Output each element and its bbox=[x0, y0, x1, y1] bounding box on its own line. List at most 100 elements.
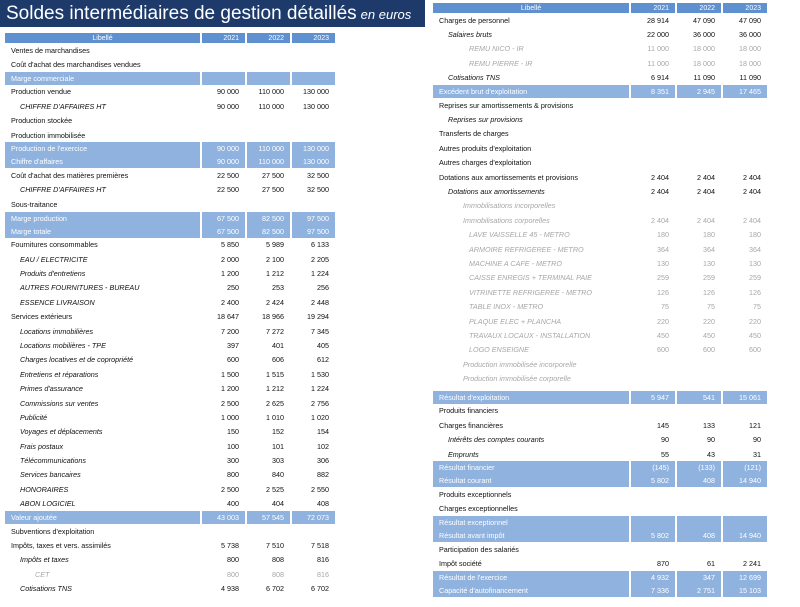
value-cell-2021: 43 003 bbox=[200, 510, 245, 524]
value-cell-2023: 2 448 bbox=[290, 295, 335, 310]
row-label: Fournitures consommables bbox=[11, 240, 98, 250]
table-row: PLAQUE ELEC + PLANCHA 220 220 220 bbox=[433, 313, 767, 329]
value-cell-2021 bbox=[629, 141, 675, 156]
value-cell-2022: 7 510 bbox=[245, 538, 290, 553]
value-cell-2021: 2 500 bbox=[200, 395, 245, 411]
table-row: HONORAIRES 2 500 2 525 2 550 bbox=[5, 482, 335, 497]
value-cell-2021: 397 bbox=[200, 338, 245, 353]
value-cell-2021: 220 bbox=[629, 313, 675, 329]
value-cell-2023 bbox=[721, 126, 767, 142]
value-cell-2021 bbox=[200, 523, 245, 539]
row-label: Charges locatives et de copropriété bbox=[20, 355, 134, 365]
total-row: Production de l'exercice 90 000 110 000 130… bbox=[5, 142, 335, 156]
value-cell-2022: 2 751 bbox=[675, 583, 721, 597]
value-cell-2022 bbox=[675, 487, 721, 502]
value-cell-2021: 18 647 bbox=[200, 309, 245, 324]
value-cell-2023 bbox=[290, 197, 335, 212]
row-label: Produits financiers bbox=[439, 406, 499, 416]
row-label: Charges exceptionnelles bbox=[439, 504, 518, 514]
table-row: TRAVAUX LOCAUX - INSTALLATION 450 450 450 bbox=[433, 328, 767, 343]
value-cell-2023 bbox=[721, 403, 767, 419]
row-label: Chiffre d'affaires bbox=[5, 155, 200, 169]
value-cell-2022 bbox=[675, 112, 721, 127]
value-cell-2022: 840 bbox=[245, 467, 290, 483]
table-row: REMU NICO - IR 11 000 18 000 18 000 bbox=[433, 41, 767, 57]
value-cell-2023: 15 061 bbox=[721, 390, 767, 404]
value-cell-2022: 5 989 bbox=[245, 237, 290, 252]
value-cell-2022: 6 702 bbox=[245, 581, 290, 596]
table-row: TABLE INOX - METRO 75 75 75 bbox=[433, 299, 767, 314]
value-cell-2022: 152 bbox=[245, 424, 290, 439]
value-cell-2021 bbox=[629, 385, 675, 391]
value-cell-2021: 2 400 bbox=[200, 295, 245, 310]
value-cell-2022 bbox=[675, 516, 721, 530]
value-cell-2023: 1 530 bbox=[290, 367, 335, 382]
table-row: Salaires bruts 22 000 36 000 36 000 bbox=[433, 27, 767, 42]
value-cell-2021 bbox=[629, 112, 675, 127]
value-cell-2022: 110 000 bbox=[245, 155, 290, 169]
value-cell-2021 bbox=[200, 71, 245, 85]
value-cell-2023 bbox=[721, 198, 767, 214]
value-cell-2023: 1 224 bbox=[290, 381, 335, 396]
value-cell-2022: 18 000 bbox=[675, 56, 721, 71]
row-label: Impôts, taxes et vers. assimilés bbox=[11, 541, 111, 551]
column-header-year: 2023 bbox=[721, 3, 767, 13]
value-cell-2022: 541 bbox=[675, 390, 721, 404]
value-cell-2021: 1 500 bbox=[200, 367, 245, 382]
value-cell-2023: 12 699 bbox=[721, 570, 767, 584]
value-cell-2021: 180 bbox=[629, 227, 675, 242]
row-label: MACHINE A CAFE - METRO bbox=[469, 258, 562, 268]
total-row: Résultat exceptionnel bbox=[433, 516, 767, 530]
table-row: Emprunts 55 43 31 bbox=[433, 446, 767, 462]
total-row: Résultat d'exploitation 5 947 541 15 061 bbox=[433, 390, 767, 404]
value-cell-2022: 401 bbox=[245, 338, 290, 353]
value-cell-2023: 2 404 bbox=[721, 184, 767, 199]
value-cell-2023 bbox=[721, 487, 767, 502]
value-cell-2023: 130 000 bbox=[290, 84, 335, 100]
row-label: Produits exceptionnels bbox=[439, 490, 512, 500]
table-row: Charges locatives et de copropriété 600 60… bbox=[5, 352, 335, 368]
row-label: CAISSE ENREGIS + TERMINAL PAIE bbox=[469, 273, 592, 283]
total-row: Résultat financier (145) (133) (121) bbox=[433, 461, 767, 475]
table-row: LAVE VAISSELLE 45 - METRO 180 180 180 bbox=[433, 227, 767, 242]
table-row: Production immobilisée corporelle bbox=[433, 371, 767, 386]
value-cell-2022 bbox=[245, 71, 290, 85]
value-cell-2023: 7 518 bbox=[290, 538, 335, 553]
table-row: VITRINETTE REFRIGEREE - METRO 126 126 126 bbox=[433, 285, 767, 300]
row-label: Charges financières bbox=[439, 420, 503, 430]
value-cell-2023 bbox=[721, 155, 767, 170]
table-row: Autres produits d'exploitation bbox=[433, 141, 767, 156]
value-cell-2023 bbox=[290, 43, 335, 58]
report-subtitle: en euros bbox=[360, 7, 412, 22]
row-label: Marge totale bbox=[5, 224, 200, 238]
table-row: Charges exceptionnelles bbox=[433, 501, 767, 517]
value-cell-2023 bbox=[721, 542, 767, 557]
total-row: Résultat de l'exercice 4 932 347 12 699 bbox=[433, 570, 767, 584]
value-cell-2021: 130 bbox=[629, 256, 675, 271]
value-cell-2021: 450 bbox=[629, 328, 675, 343]
row-label: HONORAIRES bbox=[20, 484, 69, 494]
table-row: Production immobilisée incorporelle bbox=[433, 356, 767, 372]
value-cell-2021: 11 000 bbox=[629, 41, 675, 57]
value-cell-2021: 126 bbox=[629, 285, 675, 300]
value-cell-2022: 11 090 bbox=[675, 70, 721, 85]
value-cell-2023: 75 bbox=[721, 299, 767, 314]
value-cell-2022: 18 000 bbox=[675, 41, 721, 57]
table-row: Locations mobilières - TPE 397 401 405 bbox=[5, 338, 335, 353]
value-cell-2022: 2 404 bbox=[675, 184, 721, 199]
value-cell-2022: 82 500 bbox=[245, 224, 290, 238]
value-cell-2021: (145) bbox=[629, 461, 675, 475]
total-row: Marge commerciale bbox=[5, 71, 335, 85]
value-cell-2023: 256 bbox=[290, 280, 335, 296]
value-cell-2023: 32 500 bbox=[290, 182, 335, 198]
value-cell-2023: 364 bbox=[721, 241, 767, 257]
row-label: Cotisations TNS bbox=[448, 73, 500, 83]
value-cell-2021 bbox=[629, 356, 675, 372]
value-cell-2021: 250 bbox=[200, 280, 245, 296]
table-row: Production stockée bbox=[5, 113, 335, 128]
value-cell-2022 bbox=[675, 403, 721, 419]
value-cell-2023 bbox=[290, 127, 335, 143]
row-label: Emprunts bbox=[448, 449, 479, 459]
table-row: LOGO ENSEIGNE 600 600 600 bbox=[433, 342, 767, 357]
value-cell-2022: 2 525 bbox=[245, 482, 290, 497]
